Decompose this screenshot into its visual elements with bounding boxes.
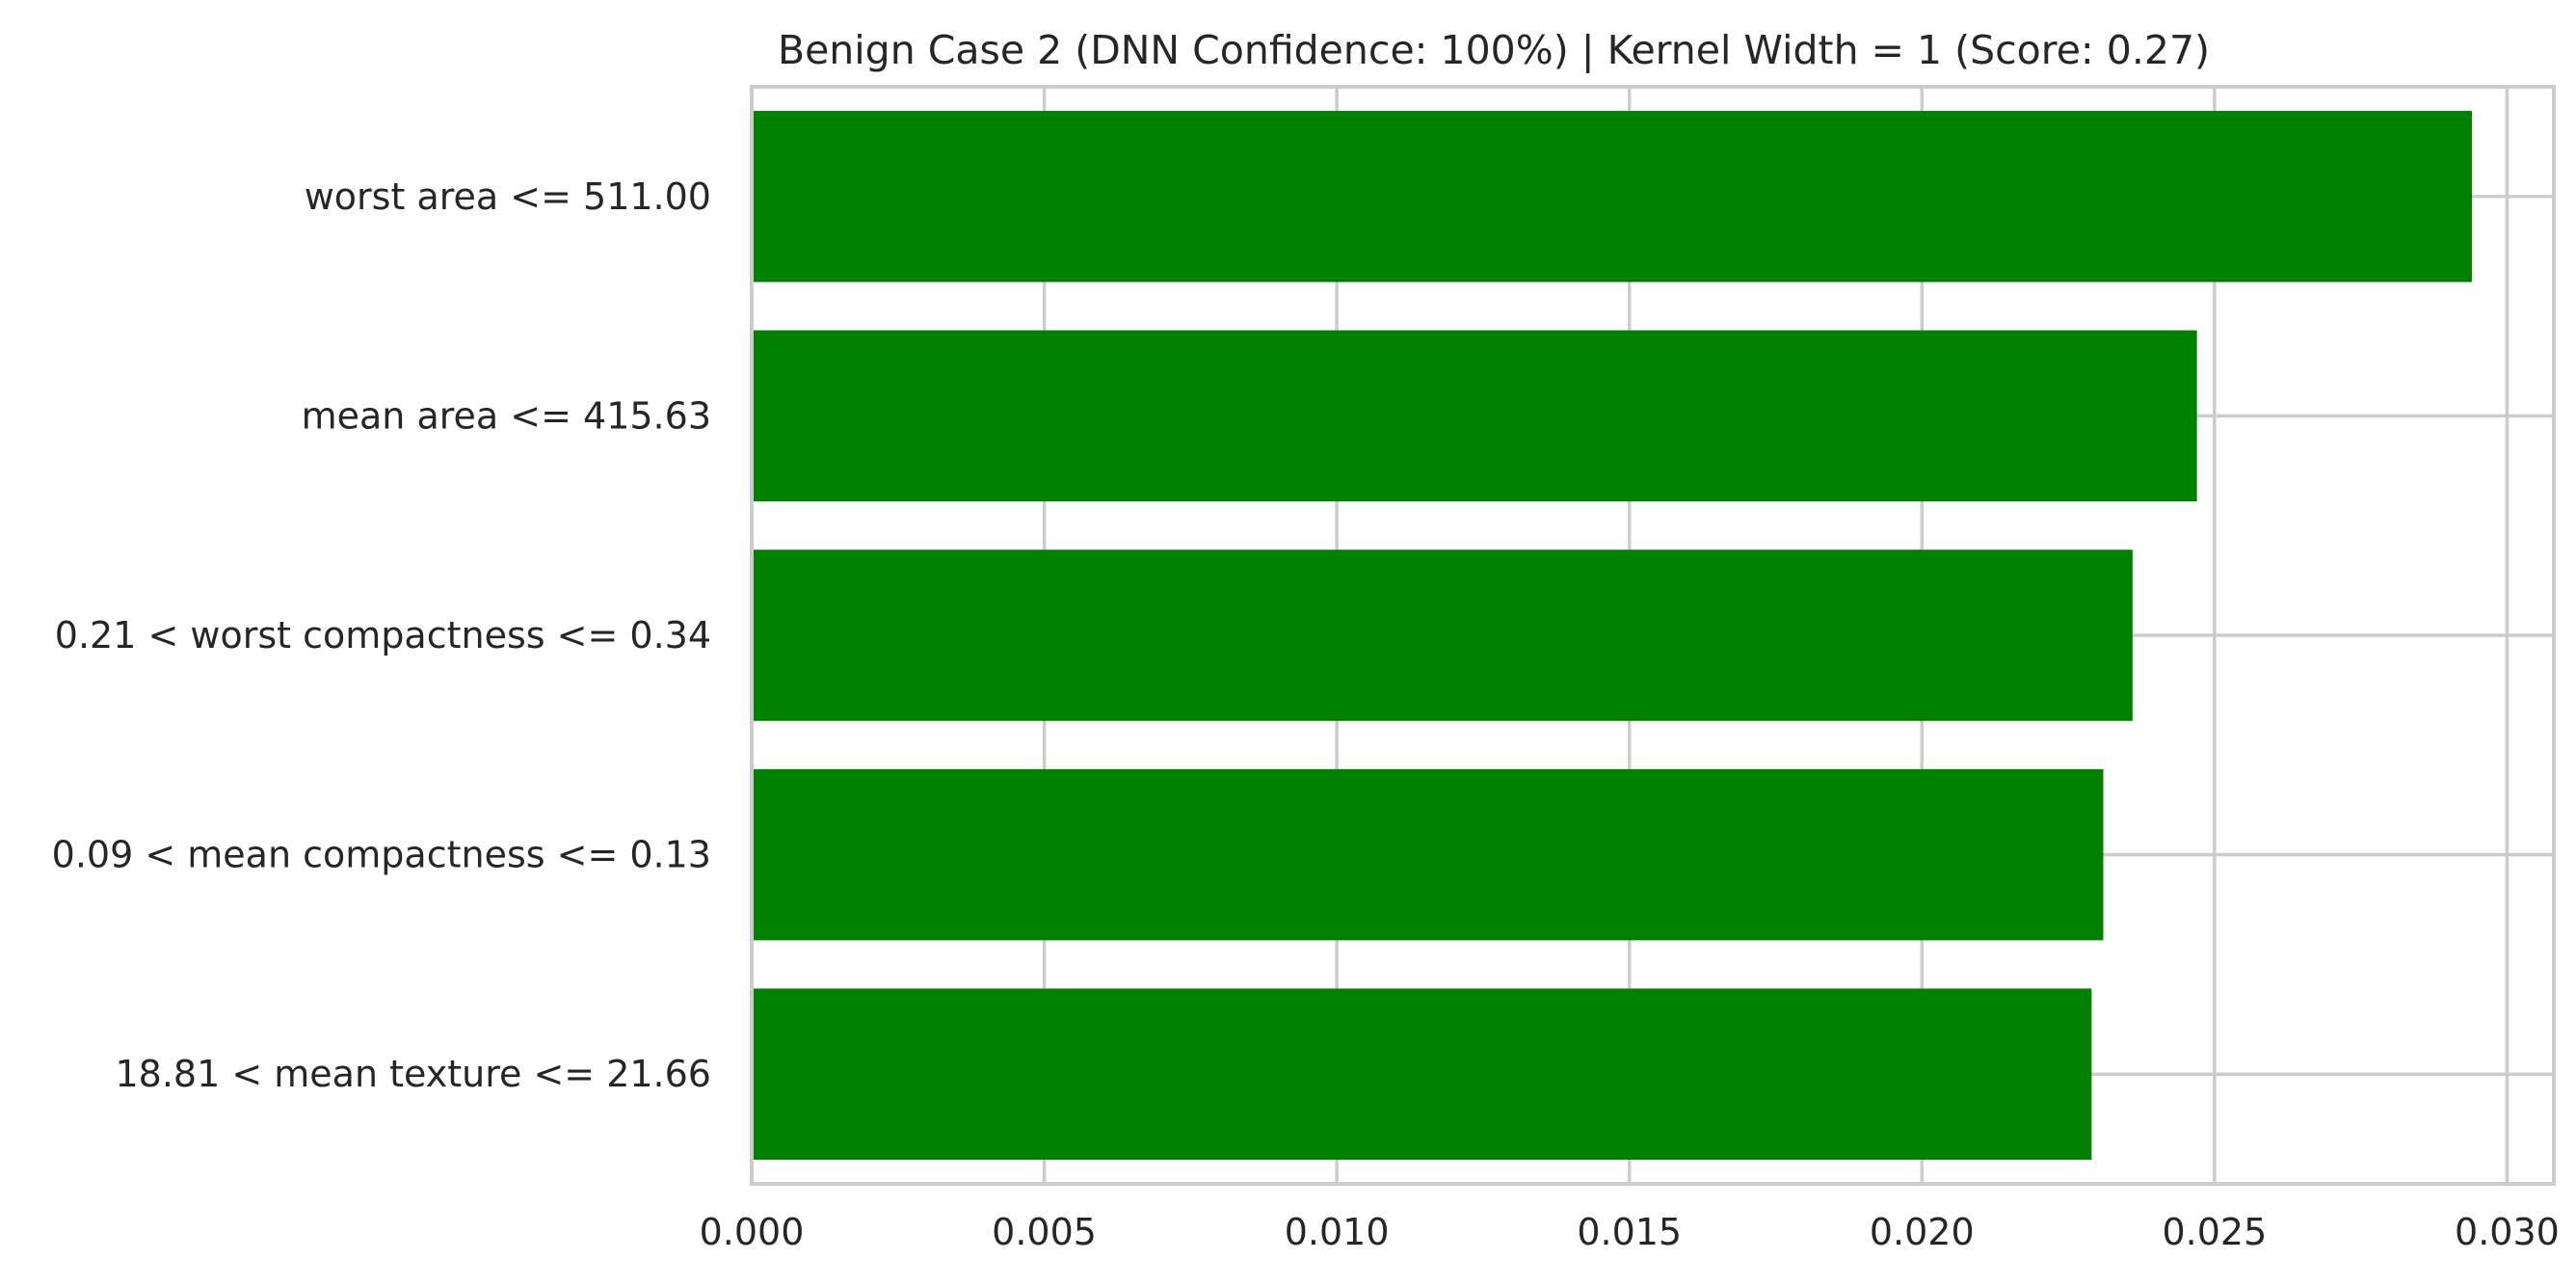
y-tick-label: 0.21 < worst compactness <= 0.34 bbox=[55, 614, 711, 657]
x-tick-label: 0.025 bbox=[2162, 1211, 2267, 1253]
bar bbox=[752, 988, 2092, 1160]
y-tick-label: worst area <= 511.00 bbox=[305, 175, 711, 218]
bar bbox=[752, 330, 2197, 502]
y-tick-labels: worst area <= 511.00 mean area <= 415.63 0… bbox=[52, 175, 711, 1095]
x-tick-label: 0.010 bbox=[1285, 1211, 1390, 1253]
bars bbox=[752, 111, 2472, 1160]
y-tick-label: 0.09 < mean compactness <= 0.13 bbox=[52, 834, 711, 876]
x-tick-label: 0.015 bbox=[1577, 1211, 1682, 1253]
x-tick-label: 0.000 bbox=[700, 1211, 805, 1253]
y-tick-label: 18.81 < mean texture <= 21.66 bbox=[115, 1053, 711, 1095]
chart-title: Benign Case 2 (DNN Confidence: 100%) | K… bbox=[778, 27, 2210, 73]
bar bbox=[752, 550, 2133, 721]
x-tick-label: 0.005 bbox=[992, 1211, 1097, 1253]
bar bbox=[752, 111, 2472, 282]
x-tick-label: 0.030 bbox=[2455, 1211, 2560, 1253]
bar bbox=[752, 768, 2104, 941]
axes-frame bbox=[750, 85, 2556, 1186]
plot-frame bbox=[750, 85, 2556, 1186]
y-tick-label: mean area <= 415.63 bbox=[302, 394, 711, 437]
x-tick-label: 0.020 bbox=[1870, 1211, 1975, 1253]
x-tick-labels: 0.000 0.005 0.010 0.015 0.020 0.025 0.030 bbox=[700, 1211, 2560, 1253]
